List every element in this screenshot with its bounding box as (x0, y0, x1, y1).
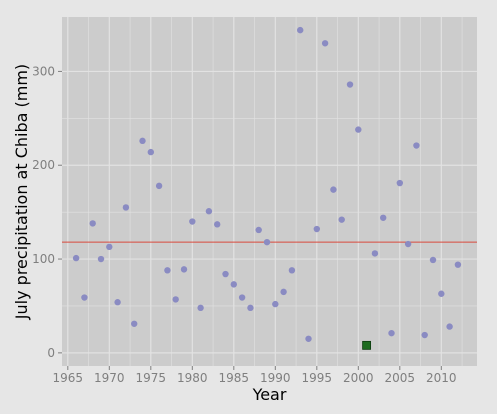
data-point (396, 179, 404, 187)
data-point (72, 254, 80, 262)
data-point (114, 299, 121, 306)
data-point (313, 225, 321, 233)
data-point (247, 304, 254, 312)
data-point (214, 221, 221, 228)
y-tick-label: 200 (32, 158, 55, 172)
x-tick-label: 2000 (343, 371, 374, 385)
data-point (147, 148, 155, 156)
data-point (321, 40, 329, 47)
data-point (238, 294, 246, 301)
x-tick-label: 1970 (94, 371, 125, 385)
panel-background (62, 17, 477, 366)
y-tick-label: 0 (47, 346, 55, 360)
data-point (330, 186, 337, 193)
x-tick-label: 1990 (260, 371, 291, 385)
x-tick-label: 2010 (426, 371, 457, 385)
data-point (272, 300, 279, 308)
x-tick-label: 1975 (136, 371, 167, 385)
data-point (122, 204, 130, 211)
data-point (404, 240, 412, 248)
data-point (380, 214, 387, 221)
data-point (139, 137, 146, 145)
data-point (263, 238, 271, 246)
data-point (446, 323, 453, 330)
data-point (197, 304, 204, 312)
data-point (454, 261, 462, 268)
data-point (280, 288, 287, 296)
data-point (89, 220, 96, 227)
data-point (255, 226, 262, 234)
data-point (305, 335, 312, 342)
x-tick-label: 1995 (302, 371, 333, 385)
y-tick-label: 100 (32, 252, 55, 266)
data-point (222, 270, 229, 278)
data-points (72, 26, 462, 350)
x-tick-label: 1965 (53, 371, 84, 385)
data-point (106, 243, 113, 251)
x-axis-title: Year (252, 385, 287, 404)
data-point (288, 267, 296, 274)
data-point (421, 331, 428, 339)
data-point (429, 256, 437, 264)
data-point (155, 182, 163, 190)
data-point (205, 208, 213, 215)
data-point (346, 81, 354, 88)
data-point (97, 255, 105, 263)
data-point (189, 218, 196, 225)
data-point (172, 296, 179, 303)
x-tick-label: 1985 (219, 371, 250, 385)
data-point (164, 267, 171, 274)
data-point (297, 26, 304, 34)
data-point (230, 281, 238, 288)
data-point (355, 126, 362, 133)
highlight-point (362, 340, 372, 350)
y-tick-label: 300 (32, 64, 55, 78)
data-point (371, 250, 379, 257)
x-tick-label: 2005 (385, 371, 416, 385)
x-tick-label: 1980 (177, 371, 208, 385)
data-point (131, 320, 138, 327)
data-point (81, 294, 88, 301)
y-axis-title: July precipitation at Chiba (mm) (12, 64, 31, 320)
data-point (413, 142, 420, 149)
x-axis-ticks: 1965 1970 1975 1980 1985 1990 1995 2000 2005 2010 (53, 366, 457, 385)
minor-gridlines (62, 17, 477, 366)
data-point (388, 329, 395, 337)
data-point (338, 216, 345, 223)
major-gridlines (62, 17, 477, 366)
data-point (438, 290, 445, 297)
y-axis-ticks: 0 100 200 300 (32, 64, 62, 360)
data-point (180, 266, 188, 273)
